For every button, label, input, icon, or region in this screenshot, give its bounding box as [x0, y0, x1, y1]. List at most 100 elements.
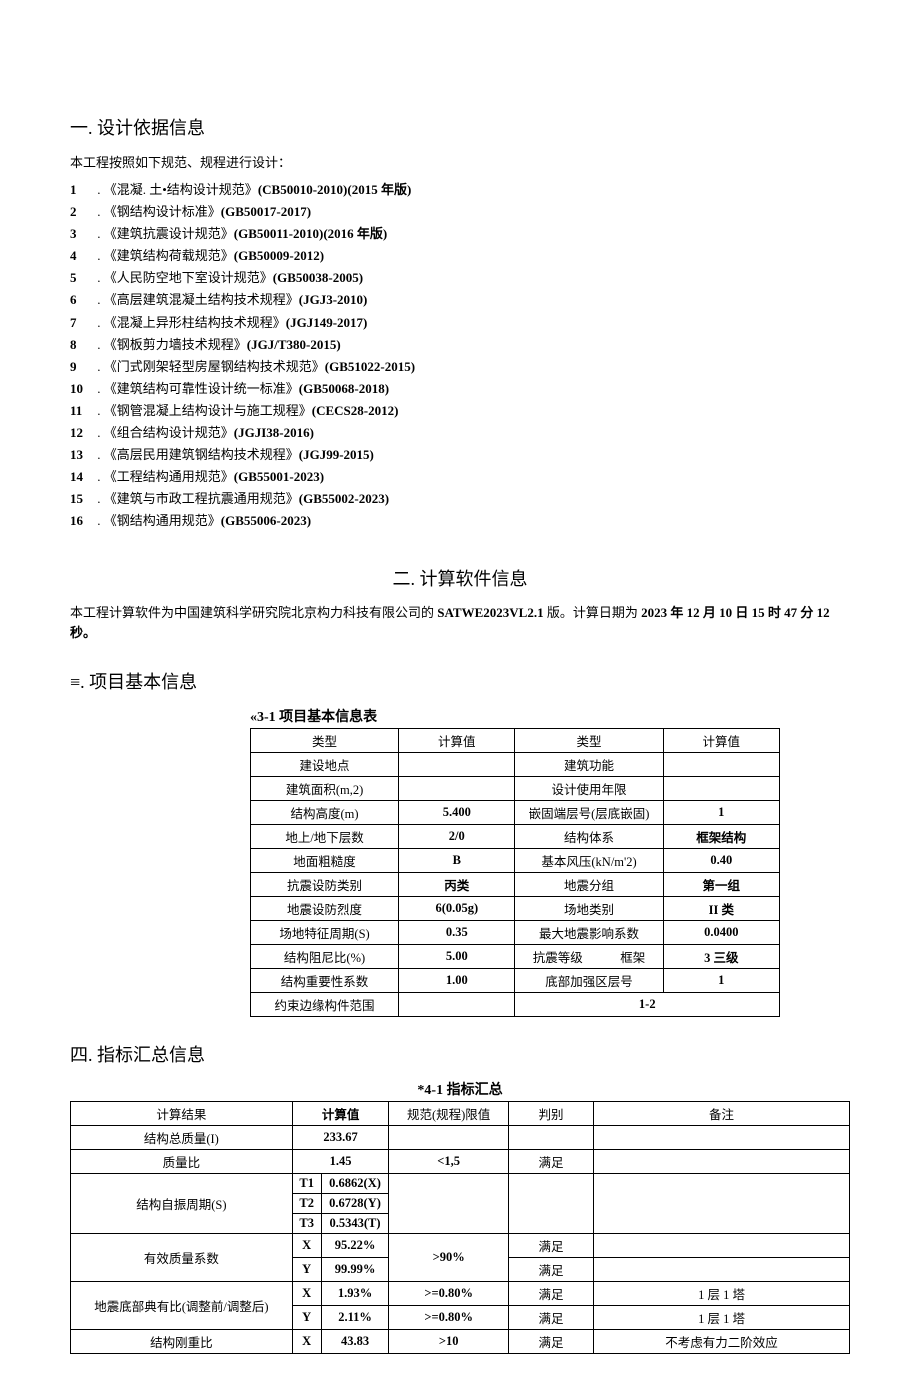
- t4-mass-v: 233.67: [292, 1126, 389, 1150]
- t4-syn: 1 层 1 塔: [594, 1306, 850, 1330]
- t4h-c6: 备注: [594, 1102, 850, 1126]
- t3c: 结构阻尼比(%): [251, 945, 399, 969]
- spec-num: 16: [70, 510, 94, 532]
- spec-num: 15: [70, 488, 94, 510]
- spec-item: 7 . 《混凝上异形柱结构技术规程》(JGJ149-2017): [70, 312, 850, 334]
- t3c: [663, 753, 779, 777]
- spec-num: 10: [70, 378, 94, 400]
- t3c: 场地类别: [515, 897, 663, 921]
- spec-item: 5 . 《人民防空地下室设计规范》(GB50038-2005): [70, 267, 850, 289]
- spec-num: 4: [70, 245, 94, 267]
- section3-heading: ≡. 项目基本信息: [70, 668, 850, 694]
- spec-code: (GB50017-2017): [221, 204, 311, 219]
- t4-pt2v: 0.6728(Y): [321, 1194, 389, 1214]
- t3c: 结构高度(m): [251, 801, 399, 825]
- t4-mass-l: 结构总质量(I): [71, 1126, 293, 1150]
- t4-stn: 不考虑有力二阶效应: [594, 1330, 850, 1354]
- t3c: [663, 777, 779, 801]
- spec-name: 《钢板剪力墙技术规程》: [104, 337, 247, 352]
- t4-effyv: 99.99%: [321, 1258, 389, 1282]
- spec-name: 《建筑结构荷载规范》: [104, 248, 234, 263]
- t4-seis-l: 地震底部典有比(调整前/调整后): [71, 1282, 293, 1330]
- s2-software: SATWE2023VL2.1: [437, 605, 543, 620]
- t3c: 1-2: [515, 993, 780, 1017]
- spec-name: 《高层建筑混凝土结构技术规程》: [104, 292, 299, 307]
- t3c: B: [399, 849, 515, 873]
- spec-item: 12 . 《组合结构设计规范》(JGJI38-2016): [70, 422, 850, 444]
- table4-caption: *4-1 指标汇总: [70, 1079, 850, 1099]
- spec-item: 4 . 《建筑结构荷载规范》(GB50009-2012): [70, 245, 850, 267]
- t4-e: [594, 1150, 850, 1174]
- t3h: 计算值: [663, 729, 779, 753]
- table3: 类型计算值类型计算值建设地点建筑功能建筑面积(m,2)设计使用年限结构高度(m)…: [250, 728, 780, 1017]
- spec-name: 《建筑抗震设计规范》: [104, 226, 234, 241]
- spec-code: (CECS28-2012): [312, 403, 399, 418]
- spec-item: 11 . 《钢管混凝上结构设计与施工规程》(CECS28-2012): [70, 400, 850, 422]
- t4-eff-l: 有效质量系数: [71, 1234, 293, 1282]
- spec-name: 《组合结构设计规范》: [104, 425, 234, 440]
- t4h-c5: 判别: [508, 1102, 593, 1126]
- t3c: 1: [663, 801, 779, 825]
- spec-name: 《钢管混凝上结构设计与施工规程》: [104, 403, 312, 418]
- t3c: 结构重要性系数: [251, 969, 399, 993]
- spec-item: 6 . 《高层建筑混凝土结构技术规程》(JGJ3-2010): [70, 289, 850, 311]
- spec-item: 16 . 《钢结构通用规范》(GB55006-2023): [70, 510, 850, 532]
- spec-code: (JGJ149-2017): [286, 315, 368, 330]
- spec-code: (GB51022-2015): [325, 359, 415, 374]
- t3c: 约束边缘构件范围: [251, 993, 399, 1017]
- spec-num: 6: [70, 289, 94, 311]
- spec-code: (JGJ99-2015): [299, 447, 374, 462]
- t4-sxj: 满足: [508, 1282, 593, 1306]
- t3c: 建设地点: [251, 753, 399, 777]
- spec-code: (GB50068-2018): [299, 381, 389, 396]
- t4-e: [389, 1174, 508, 1234]
- spec-code: (JGJ/T380-2015): [247, 337, 341, 352]
- spec-num: 1: [70, 179, 94, 201]
- t4h-c1: 计算结果: [71, 1102, 293, 1126]
- t3c: 丙类: [399, 873, 515, 897]
- spec-code: (CB50010-2010)(2015 年版): [258, 182, 411, 197]
- software-text: 本工程计算软件为中国建筑科学研究院北京构力科技有限公司的 SATWE2023VL…: [70, 603, 850, 645]
- spec-num: 2: [70, 201, 94, 223]
- spec-num: 14: [70, 466, 94, 488]
- s2-mid: 版。计算日期为: [547, 605, 641, 620]
- t3c: 场地特征周期(S): [251, 921, 399, 945]
- t3c: 0.35: [399, 921, 515, 945]
- s2-prefix: 本工程计算软件为中国建筑科学研究院北京构力科技有限公司的: [70, 605, 437, 620]
- t4-sxv: 1.93%: [321, 1282, 389, 1306]
- t3c: 1: [663, 969, 779, 993]
- t4-pt1v: 0.6862(X): [321, 1174, 389, 1194]
- spec-num: 3: [70, 223, 94, 245]
- spec-item: 13 . 《高层民用建筑钢结构技术规程》(JGJ99-2015): [70, 444, 850, 466]
- t4-syk: Y: [292, 1306, 321, 1330]
- spec-list: 1 . 《混凝. 土•结构设计规范》(CB50010-2010)(2015 年版…: [70, 179, 850, 533]
- spec-num: 13: [70, 444, 94, 466]
- t4-e: [594, 1126, 850, 1150]
- t3c: 设计使用年限: [515, 777, 663, 801]
- spec-code: (GB50011-2010)(2016 年版): [234, 226, 387, 241]
- t3c: 5.00: [399, 945, 515, 969]
- t3h: 类型: [251, 729, 399, 753]
- t4-effxk: X: [292, 1234, 321, 1258]
- t4-period-l: 结构自振周期(S): [71, 1174, 293, 1234]
- t3c: [399, 777, 515, 801]
- spec-code: (GB50009-2012): [234, 248, 324, 263]
- t3c: 0.40: [663, 849, 779, 873]
- t4-ratio-l: 质量比: [71, 1150, 293, 1174]
- spec-num: 12: [70, 422, 94, 444]
- section1-heading: 一. 设计依据信息: [70, 114, 850, 140]
- spec-item: 14 . 《工程结构通用规范》(GB55001-2023): [70, 466, 850, 488]
- t3c: 嵌固端层号(层底嵌固): [515, 801, 663, 825]
- spec-name: 《建筑与市政工程抗震通用规范》: [104, 491, 299, 506]
- t3c: 最大地震影响系数: [515, 921, 663, 945]
- t4h-c23: 计算值: [292, 1102, 389, 1126]
- t3c: 6(0.05g): [399, 897, 515, 921]
- t4-stlim: >10: [389, 1330, 508, 1354]
- t4-effxj: 满足: [508, 1234, 593, 1258]
- t3c: 地震分组: [515, 873, 663, 897]
- spec-num: 9: [70, 356, 94, 378]
- spec-name: 《混凝. 土•结构设计规范》: [104, 182, 258, 197]
- t4-sxlim: >=0.80%: [389, 1282, 508, 1306]
- t3c: 0.0400: [663, 921, 779, 945]
- spec-name: 《钢结构设计标准》: [104, 204, 221, 219]
